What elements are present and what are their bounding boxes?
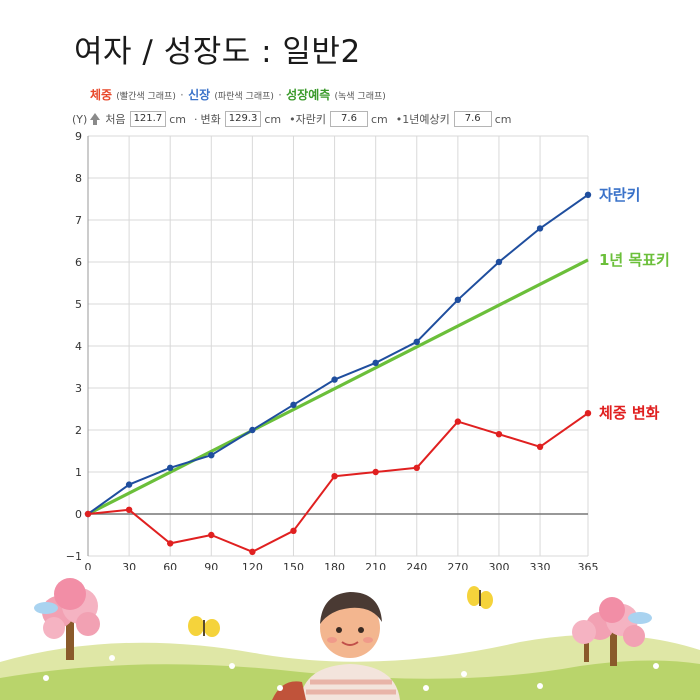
series-weight-point: [125, 506, 133, 513]
cherry-tree-left: [34, 578, 100, 660]
y-tick-label: 8: [75, 172, 82, 185]
page-title: 여자 / 성장도 : 일반2: [74, 34, 361, 70]
unit-label: cm: [169, 112, 186, 126]
x-tick-label: 90: [204, 561, 218, 570]
decorative-scene: [0, 578, 700, 700]
unit-label: cm: [264, 112, 282, 126]
chart-legend: 체중 (빨간색 그래프) · 신장 (파란색 그래프) · 성장예측 (녹색 그…: [90, 86, 386, 103]
growth-info-row: (Y) 처음 121.7 cm · 변화 129.3 cm •자란키 7.6 c…: [72, 111, 511, 127]
x-tick-label: 0: [85, 561, 92, 570]
series-height-point: [166, 464, 174, 471]
x-tick-label: 330: [530, 561, 551, 570]
series-height-point: [249, 426, 256, 434]
series-weight-point: [84, 510, 92, 518]
grown-height-value: 7.6: [329, 111, 368, 127]
series-height-point: [495, 258, 503, 266]
series-target-line: [87, 258, 589, 516]
y-tick-label: 5: [75, 298, 82, 311]
series-weight-point: [536, 443, 544, 450]
legend-separator: ·: [180, 88, 184, 102]
x-tick-label: 240: [406, 561, 427, 570]
x-tick-label: 210: [365, 561, 386, 570]
x-tick-label: 120: [242, 561, 263, 570]
x-tick-label: 60: [163, 561, 177, 570]
expected-height-value: 7.6: [453, 111, 492, 127]
legend-separator: ·: [193, 112, 198, 126]
series-weight-point: [331, 473, 338, 480]
legend-predict-label: 성장예측: [286, 88, 331, 102]
series-weight-line: [87, 412, 589, 553]
series-weight-point: [208, 531, 215, 539]
flower-decorations: [43, 655, 659, 691]
cherry-tree-right: [572, 597, 652, 666]
x-tick-label: 270: [447, 561, 468, 570]
y-tick-label: 6: [75, 256, 82, 269]
changed-height-value: 129.3: [224, 111, 262, 127]
butterfly-icon: [188, 616, 220, 637]
y-tick-label: 7: [75, 214, 82, 227]
legend-weight-note: (빨간색 그래프): [116, 92, 176, 102]
grid-lines: [87, 135, 589, 557]
series-height-point: [331, 376, 338, 383]
y-tick-label: 9: [75, 130, 82, 143]
series-weight-point: [290, 527, 297, 534]
butterfly-icon: [467, 586, 493, 609]
up-arrow-icon: [90, 113, 101, 125]
y-tick-label: 2: [75, 424, 82, 437]
series-height-line: [87, 193, 589, 515]
label-target-series: 1년 목표키: [599, 251, 670, 269]
x-tick-label: 150: [283, 561, 304, 570]
y-tick-label: 1: [75, 466, 82, 479]
series-weight-point: [372, 468, 379, 476]
legend-height-label: 신장: [188, 88, 211, 102]
x-tick-label: 180: [324, 561, 345, 570]
grown-height-label: •자란키: [289, 113, 326, 126]
series-weight-point: [584, 410, 592, 417]
y-tick-label: 4: [75, 340, 82, 353]
x-tick-label: 365: [578, 561, 599, 570]
y-axis-label: (Y): [72, 112, 88, 126]
series-height-point: [372, 359, 379, 366]
series-height-point: [584, 191, 592, 198]
legend-height-note: (파란색 그래프): [214, 92, 274, 102]
series-weight-point: [454, 418, 462, 425]
series-height-point: [536, 225, 544, 232]
unit-label: cm: [370, 112, 388, 126]
label-weight-series: 체중 변화: [599, 404, 660, 422]
start-height-label: 처음: [105, 113, 126, 126]
label-height-series: 자란키: [599, 186, 640, 204]
series-height-point: [125, 481, 133, 488]
legend-weight-label: 체중: [90, 88, 113, 102]
expected-height-label: •1년예상키: [395, 113, 450, 126]
legend-predict-note: (녹색 그래프): [334, 92, 386, 102]
series-height-point: [290, 401, 297, 408]
series-weight-point: [413, 464, 420, 471]
unit-label: cm: [494, 112, 512, 126]
series-weight-point: [166, 540, 174, 547]
series-weight-point: [249, 548, 256, 555]
series-height-point: [413, 338, 420, 345]
y-tick-label: 0: [75, 508, 82, 521]
series-height-point: [208, 452, 215, 459]
y-tick-label: 3: [75, 382, 82, 395]
chart-series: [84, 191, 592, 555]
x-tick-label: 300: [488, 561, 509, 570]
legend-separator: ·: [278, 88, 282, 102]
series-height-point: [454, 296, 462, 303]
changed-height-label: 변화: [200, 113, 221, 126]
start-height-value: 121.7: [129, 111, 167, 127]
x-tick-label: 30: [122, 561, 136, 570]
child-character: [272, 592, 400, 700]
series-weight-point: [495, 431, 503, 438]
y-tick-label: −1: [66, 550, 82, 563]
